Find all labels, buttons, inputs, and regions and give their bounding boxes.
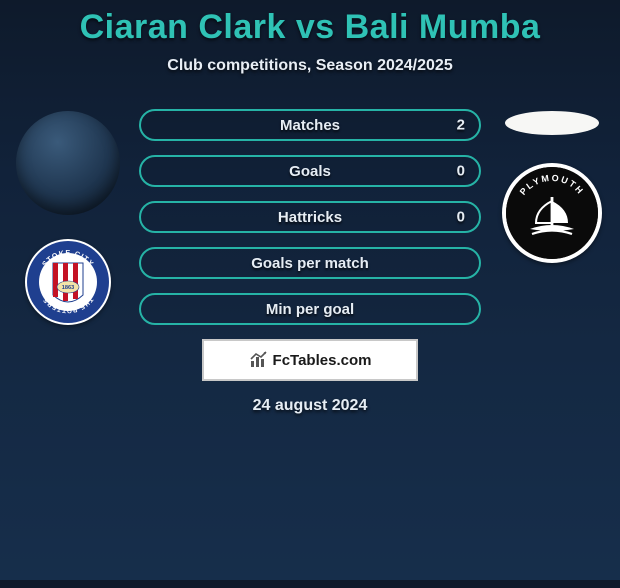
plymouth-crest-svg: PLYMOUTH	[506, 167, 598, 259]
stats-area: STOKE CITY THE POTTERS 1863	[0, 109, 620, 415]
stoke-crest-svg: STOKE CITY THE POTTERS 1863	[25, 239, 111, 325]
player-photo-left	[16, 111, 120, 215]
stat-row-matches: Matches 2	[139, 109, 481, 141]
stat-row-min-per-goal: Min per goal	[139, 293, 481, 325]
stat-label: Min per goal	[266, 301, 354, 318]
crest-year: 1863	[62, 285, 74, 291]
club-crest-plymouth: PLYMOUTH	[502, 163, 602, 263]
stat-label: Matches	[280, 117, 340, 134]
stat-value-right: 0	[457, 163, 465, 180]
stat-value-right: 2	[457, 117, 465, 134]
stat-row-goals-per-match: Goals per match	[139, 247, 481, 279]
subhead: Club competitions, Season 2024/2025	[0, 57, 620, 75]
brand-chart-icon	[249, 350, 269, 370]
brand-box: FcTables.com	[202, 339, 418, 381]
brand-text: FcTables.com	[273, 352, 372, 369]
right-column: PLYMOUTH	[492, 109, 612, 263]
stat-row-hattricks: Hattricks 0	[139, 201, 481, 233]
date-line: 24 august 2024	[0, 397, 620, 415]
stat-label: Goals	[289, 163, 331, 180]
left-column: STOKE CITY THE POTTERS 1863	[8, 109, 128, 325]
stat-row-goals: Goals 0	[139, 155, 481, 187]
headline: Ciaran Clark vs Bali Mumba	[0, 8, 620, 47]
player-photo-right-placeholder	[505, 111, 599, 135]
stat-label: Hattricks	[278, 209, 342, 226]
club-crest-stoke: STOKE CITY THE POTTERS 1863	[25, 239, 111, 325]
stat-label: Goals per match	[251, 255, 369, 272]
stat-value-right: 0	[457, 209, 465, 226]
